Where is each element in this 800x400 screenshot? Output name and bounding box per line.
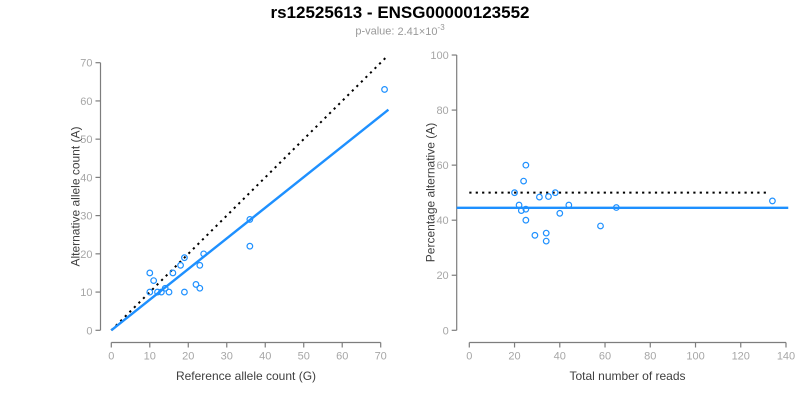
- right-x-tick-label: 80: [644, 351, 656, 363]
- right-y-tick-label: 20: [436, 270, 448, 282]
- left-y-tick-label: 0: [86, 325, 92, 337]
- right-data-point: [520, 177, 527, 185]
- right-plot-percentage-alternative: 0 20 40 60 80 100 120 140 0 20 40 60 80 100: [430, 50, 795, 362]
- left-plot-allele-counts: 0 10 20 30 40 50 60 70 0 10 20 30 40 50 60 70: [80, 56, 390, 363]
- right-data-point: [556, 209, 564, 217]
- right-data-point: [531, 231, 539, 239]
- right-xaxis-title: Total number of reads: [569, 369, 686, 383]
- left-data-point: [196, 261, 204, 269]
- left-data-point: [246, 242, 254, 250]
- right-data-point: [522, 216, 530, 224]
- left-data-point: [146, 288, 154, 296]
- left-data-point: [192, 281, 200, 288]
- left-data-point: [181, 288, 188, 296]
- identity-line: [110, 56, 388, 332]
- left-x-tick-label: 50: [298, 351, 310, 363]
- left-y-tick-label: 50: [80, 134, 92, 146]
- pvalue-base: 2.41×10: [397, 25, 438, 38]
- left-x-tick-label: 10: [144, 351, 156, 363]
- left-data-point: [177, 261, 184, 269]
- right-x-tick-label: 120: [732, 351, 750, 363]
- left-data-point: [157, 288, 165, 296]
- left-data-point: [154, 288, 161, 296]
- right-data-point: [545, 193, 552, 200]
- right-data-point: [551, 189, 559, 197]
- right-x-tick-label: 20: [508, 351, 520, 363]
- right-x-tick-label: 60: [599, 351, 611, 363]
- right-x-tick-label: 40: [554, 351, 566, 363]
- pvalue-exponent: -3: [437, 23, 445, 32]
- right-y-tick-label: 40: [436, 215, 448, 227]
- left-x-tick-label: 70: [375, 351, 387, 363]
- right-y-tick-label: 100: [430, 50, 448, 62]
- left-x-tick-label: 60: [336, 351, 348, 363]
- left-data-point: [200, 250, 208, 258]
- left-data-point: [169, 269, 177, 277]
- right-data-point: [517, 207, 525, 214]
- fit-line: [110, 108, 390, 332]
- right-data-point: [522, 205, 530, 213]
- right-data-point: [769, 197, 776, 205]
- right-data-point: [536, 193, 543, 201]
- right-x-tick-label: 0: [466, 351, 472, 363]
- figure-title: rs12525613 - ENSG00000123552: [270, 3, 530, 22]
- left-yaxis-title: Alternative allele count (A): [68, 126, 83, 267]
- left-xaxis-title: Reference allele count (G): [175, 369, 317, 383]
- pvalue-label: p-value:: [355, 25, 395, 38]
- left-data-point: [196, 284, 204, 292]
- right-y-tick-label: 60: [436, 160, 448, 172]
- right-y-tick-label: 80: [436, 105, 448, 117]
- left-y-tick-label: 60: [80, 96, 92, 108]
- left-x-tick-label: 0: [108, 351, 114, 363]
- left-y-tick-label: 70: [80, 58, 92, 70]
- left-data-point: [246, 216, 254, 223]
- right-data-point: [542, 229, 550, 237]
- right-data-point: [511, 189, 518, 197]
- left-x-tick-label: 40: [259, 351, 271, 363]
- right-data-point: [597, 222, 604, 230]
- left-data-point: [165, 288, 173, 296]
- right-x-tick-label: 140: [777, 351, 795, 363]
- right-yaxis-title: Percentage alternative (A): [423, 122, 438, 263]
- left-x-tick-label: 30: [221, 351, 233, 363]
- right-data-point: [565, 201, 573, 209]
- right-y-tick-label: 0: [443, 325, 449, 337]
- right-data-point: [612, 204, 620, 211]
- figure-subtitle: p-value: 2.41×10-3: [0, 23, 800, 38]
- left-y-tick-label: 40: [80, 172, 92, 184]
- left-data-point: [381, 86, 388, 93]
- right-data-point: [515, 201, 523, 209]
- left-data-point: [181, 254, 188, 262]
- left-y-tick-label: 30: [80, 211, 92, 223]
- left-data-point: [146, 269, 154, 277]
- left-y-tick-label: 20: [80, 249, 92, 261]
- right-data-point: [522, 161, 530, 169]
- right-x-tick-label: 100: [686, 351, 704, 363]
- left-data-point: [150, 277, 158, 285]
- left-data-point: [161, 284, 169, 292]
- left-x-tick-label: 20: [182, 351, 194, 363]
- left-y-tick-label: 10: [80, 287, 92, 299]
- right-data-point: [542, 237, 550, 245]
